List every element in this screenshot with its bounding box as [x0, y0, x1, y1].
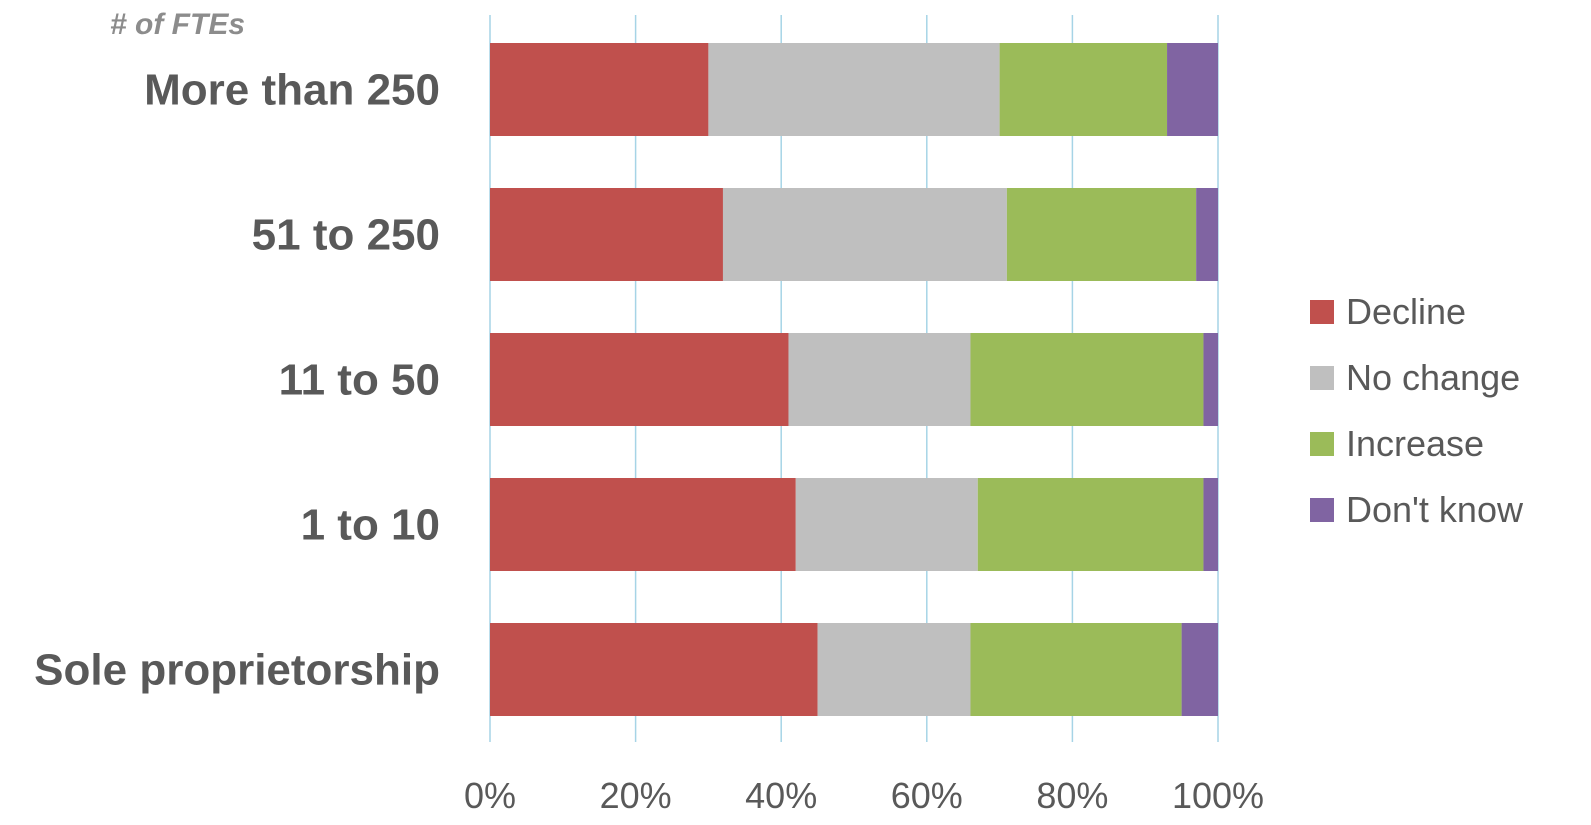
bar-segment-no-change	[722, 188, 1007, 281]
bar-segment-no-change	[795, 478, 978, 571]
bar-segment-decline	[490, 188, 723, 281]
legend-swatch-no-change	[1310, 366, 1334, 390]
category-label: Sole proprietorship	[34, 646, 440, 695]
legend: Decline No change Increase Don't know	[1310, 291, 1524, 530]
bars	[490, 43, 1218, 716]
bar-segment-don-t-know	[1203, 478, 1218, 571]
x-tick-label: 20%	[600, 775, 672, 816]
legend-swatch-increase	[1310, 432, 1334, 456]
bar-segment-decline	[490, 333, 789, 426]
bar-segment-increase	[1006, 188, 1197, 281]
bar-segment-no-change	[817, 623, 971, 716]
bar-segment-increase	[977, 478, 1204, 571]
bar-segment-decline	[490, 43, 709, 136]
x-tick-label: 80%	[1036, 775, 1108, 816]
legend-swatch-don-t-know	[1310, 498, 1334, 522]
bar-segment-don-t-know	[1167, 43, 1218, 136]
x-axis-ticks: 0% 20% 40% 60% 80% 100%	[464, 775, 1264, 816]
legend-label-increase: Increase	[1346, 423, 1484, 464]
bar-segment-increase	[999, 43, 1168, 136]
bar-segment-no-change	[788, 333, 971, 426]
bar-segment-decline	[490, 478, 796, 571]
bar-segment-increase	[970, 333, 1204, 426]
category-label: 51 to 250	[252, 211, 440, 260]
category-label: More than 250	[144, 66, 440, 115]
bar-segment-don-t-know	[1196, 188, 1218, 281]
bar-segment-don-t-know	[1203, 333, 1218, 426]
bar-segment-increase	[970, 623, 1182, 716]
x-tick-label: 40%	[745, 775, 817, 816]
legend-swatch-decline	[1310, 300, 1334, 324]
legend-label-don-t-know: Don't know	[1346, 489, 1524, 530]
y-axis-title: # of FTEs	[110, 8, 245, 41]
category-label: 11 to 50	[279, 356, 440, 405]
legend-label-decline: Decline	[1346, 291, 1466, 332]
bar-segment-don-t-know	[1181, 623, 1218, 716]
x-tick-label: 60%	[891, 775, 963, 816]
category-labels: More than 250 51 to 250 11 to 50 1 to 10 Sol…	[34, 66, 440, 695]
legend-label-no-change: No change	[1346, 357, 1520, 398]
x-tick-label: 100%	[1172, 775, 1264, 816]
category-label: 1 to 10	[301, 501, 440, 550]
bar-segment-decline	[490, 623, 818, 716]
bar-segment-no-change	[708, 43, 1000, 136]
x-tick-label: 0%	[464, 775, 516, 816]
